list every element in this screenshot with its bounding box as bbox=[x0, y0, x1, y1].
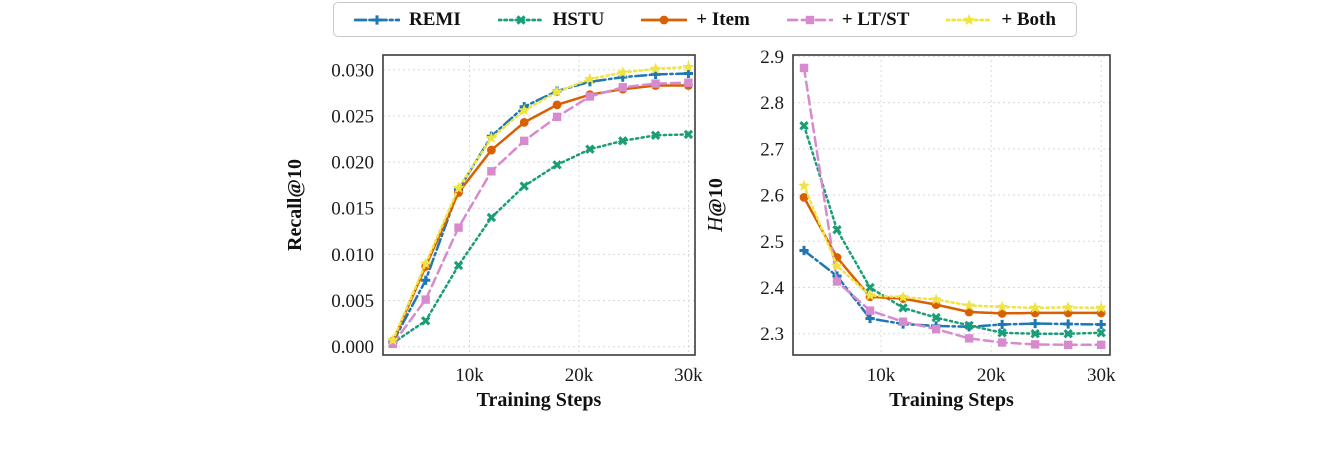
recall-xlabel: Training Steps bbox=[477, 389, 602, 411]
h10-xlabel: Training Steps bbox=[889, 389, 1014, 411]
h10-ylabel: H@10 bbox=[703, 178, 727, 233]
series-both bbox=[798, 179, 1108, 313]
chart-h10: 10k 20k 30k 2.3 2.4 2.5 2.6 2.7 2.8 2.9 Training S… bbox=[703, 47, 1116, 411]
series-lt-st bbox=[388, 78, 693, 349]
legend-label-ltst: + LT/ST bbox=[841, 8, 910, 30]
plot-border bbox=[382, 54, 696, 356]
legend-sample-hstu-line-icon bbox=[497, 14, 544, 25]
series-lt-st bbox=[799, 63, 1106, 350]
legend-label-hstu: HSTU bbox=[552, 8, 605, 30]
y-tick-2.5: 2.5 bbox=[760, 232, 784, 253]
y-tick-0.030: 0.030 bbox=[331, 60, 374, 81]
recall-ylabel: Recall@10 bbox=[284, 159, 306, 251]
x-tick-20k: 20k bbox=[977, 365, 1006, 386]
y-tick-2.4: 2.4 bbox=[760, 278, 784, 299]
y-tick-0.025: 0.025 bbox=[331, 106, 374, 127]
legend-sample-ltst-line-icon bbox=[786, 15, 833, 24]
legend-sample-item-line-icon bbox=[641, 15, 688, 24]
legend-item-item: + Item bbox=[641, 9, 750, 31]
series-hstu bbox=[388, 129, 694, 348]
y-tick-0.010: 0.010 bbox=[331, 245, 374, 266]
series-hstu bbox=[799, 121, 1106, 339]
legend-item-ltst: + LT/ST bbox=[786, 8, 910, 31]
y-tick-0.015: 0.015 bbox=[331, 199, 374, 220]
x-tick-30k: 30k bbox=[1087, 365, 1116, 386]
y-tick-0.020: 0.020 bbox=[331, 153, 374, 174]
chart-recall: 10k 20k 30k 0.000 0.005 0.010 0.015 0.020 0.025 0… bbox=[284, 54, 703, 411]
legend-label-remi: REMI bbox=[409, 8, 461, 30]
y-tick-2.7: 2.7 bbox=[760, 139, 784, 160]
y-tick-2.3: 2.3 bbox=[760, 324, 784, 345]
legend-sample-both-line-icon bbox=[946, 13, 993, 25]
legend-item-remi: REMI bbox=[354, 9, 461, 31]
y-tick-2.6: 2.6 bbox=[760, 186, 784, 207]
legend-label-both: + Both bbox=[1001, 8, 1056, 30]
legend-label-item: + Item bbox=[696, 8, 750, 30]
x-tick-10k: 10k bbox=[867, 365, 896, 386]
legend: REMI HSTU + Item + LT/ST + Both bbox=[333, 2, 1077, 37]
series-both bbox=[386, 60, 695, 346]
y-tick-0.000: 0.000 bbox=[331, 337, 374, 358]
y-tick-0.005: 0.005 bbox=[331, 291, 374, 312]
legend-item-both: + Both bbox=[946, 9, 1056, 31]
y-tick-2.8: 2.8 bbox=[760, 93, 784, 114]
y-tick-2.9: 2.9 bbox=[760, 47, 784, 68]
legend-item-hstu: HSTU bbox=[497, 8, 605, 31]
gridlines bbox=[793, 55, 1110, 355]
x-tick-20k: 20k bbox=[565, 365, 594, 386]
legend-sample-remi-line-icon bbox=[354, 14, 400, 25]
x-tick-10k: 10k bbox=[455, 365, 484, 386]
plot-border bbox=[792, 54, 1111, 356]
series-item bbox=[799, 192, 1106, 318]
x-tick-30k: 30k bbox=[674, 365, 703, 386]
